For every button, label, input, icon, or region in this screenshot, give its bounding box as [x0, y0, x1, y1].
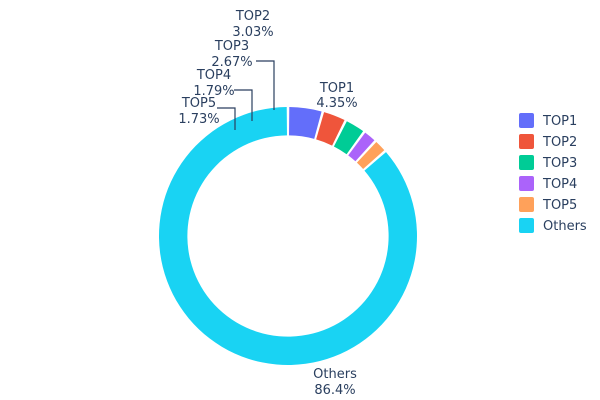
legend-label-top4: TOP4 [542, 177, 577, 192]
legend-swatch-top2 [519, 134, 534, 149]
slice-label-top5-percent: 1.73% [178, 112, 219, 127]
leader-line-top2 [256, 60, 275, 110]
legend-label-top1: TOP1 [542, 114, 577, 129]
leader-line-top3 [234, 89, 253, 121]
slice-label-top4-name: TOP4 [196, 68, 231, 83]
legend: TOP1 TOP2 TOP3 TOP4 TOP5 Others [519, 113, 587, 234]
slice-label-top1-percent: 4.35% [316, 96, 357, 111]
slice-label-top4-percent: 1.79% [193, 84, 234, 99]
slice-label-top5-name: TOP5 [181, 96, 216, 111]
legend-label-top2: TOP2 [542, 135, 577, 150]
slice-label-others-name: Others [313, 367, 357, 382]
donut-slice-group [159, 107, 418, 366]
legend-item-others[interactable]: Others [519, 218, 587, 234]
legend-swatch-others [519, 218, 534, 233]
slice-label-others-percent: 86.4% [314, 383, 355, 398]
donut-slice-top3[interactable] [333, 121, 364, 155]
legend-item-top5[interactable]: TOP5 [519, 197, 577, 213]
donut-slice-top2[interactable] [316, 112, 345, 146]
legend-item-top1[interactable]: TOP1 [519, 113, 577, 129]
slice-label-group: TOP1 4.35% TOP2 3.03% TOP3 2.67% TOP4 1.… [178, 9, 357, 398]
legend-label-others: Others [543, 219, 587, 234]
legend-swatch-top3 [519, 155, 534, 170]
legend-swatch-top1 [519, 113, 534, 128]
leader-line-top4 [217, 107, 236, 130]
donut-slice-top5[interactable] [356, 141, 385, 170]
legend-item-top2[interactable]: TOP2 [519, 134, 577, 150]
slice-label-top2-name: TOP2 [235, 9, 270, 24]
slice-label-top2-percent: 3.03% [232, 25, 273, 40]
legend-item-top4[interactable]: TOP4 [519, 176, 577, 192]
donut-slice-top1[interactable] [289, 107, 322, 139]
legend-swatch-top5 [519, 197, 534, 212]
legend-swatch-top4 [519, 176, 534, 191]
legend-label-top3: TOP3 [542, 156, 577, 171]
legend-item-top3[interactable]: TOP3 [519, 155, 577, 171]
slice-label-top3-percent: 2.67% [211, 55, 252, 70]
slice-label-top1-name: TOP1 [319, 81, 354, 96]
slice-label-top3-name: TOP3 [214, 39, 249, 54]
donut-slice-top4[interactable] [348, 132, 375, 162]
leader-line-group [217, 60, 275, 130]
legend-label-top5: TOP5 [542, 198, 577, 213]
